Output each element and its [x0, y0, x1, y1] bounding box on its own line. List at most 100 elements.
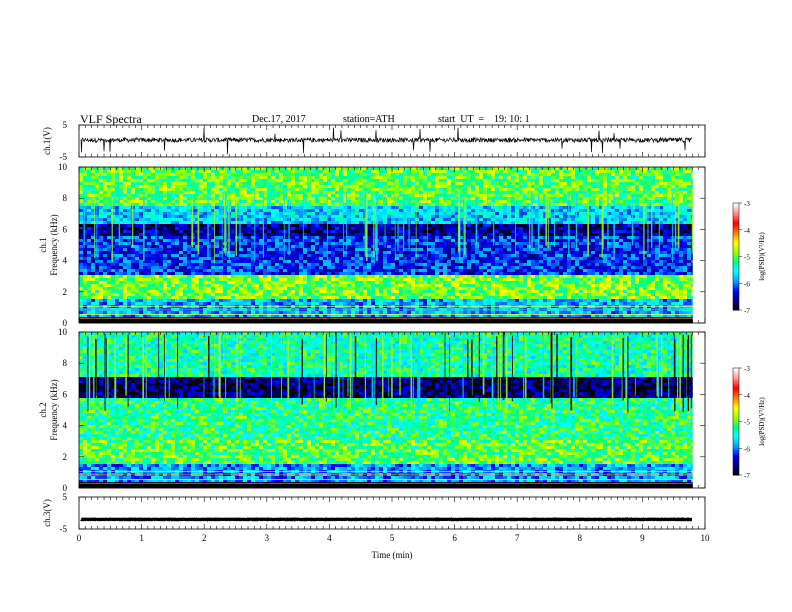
spectrogram-cell	[351, 245, 356, 249]
spectrogram-cell	[259, 215, 264, 219]
spectrogram-cell	[235, 218, 240, 222]
spectrogram-cell	[291, 227, 296, 231]
spectrogram-cell	[539, 257, 544, 261]
spectrogram-cell	[79, 170, 84, 174]
spectrogram-cell	[291, 221, 296, 225]
spectrogram-cell	[639, 248, 644, 252]
spectrogram-cell	[547, 200, 552, 204]
spectrogram-cell	[503, 197, 508, 201]
spectrogram-cell	[403, 236, 408, 240]
spectrogram-cell	[383, 173, 388, 177]
spectrogram-cell	[235, 176, 240, 180]
spectrogram-cell	[559, 230, 564, 234]
spectrogram-cell	[111, 254, 116, 258]
spectrogram-cell	[347, 248, 352, 252]
spectrogram-cell	[151, 194, 156, 198]
spectrogram-cell	[271, 197, 276, 201]
spectrogram-cell	[391, 227, 396, 231]
spectrogram-cell	[163, 248, 168, 252]
spectrogram-cell	[691, 257, 693, 261]
spectrogram-cell	[431, 242, 436, 246]
spectrogram-cell	[303, 179, 308, 183]
spectrogram-cell	[659, 218, 664, 222]
spectrogram-cell	[311, 173, 316, 177]
spectrogram-cell	[407, 176, 412, 180]
spectrogram-cell	[315, 185, 320, 189]
spectrogram-cell	[359, 227, 364, 231]
spectrogram-cell	[687, 218, 692, 222]
spectrogram-cell	[295, 176, 300, 180]
spectrogram-cell	[607, 191, 612, 195]
spectrogram-cell	[479, 167, 484, 171]
spectrogram-cell	[559, 197, 564, 201]
spectrogram-cell	[639, 197, 644, 201]
spectrogram-cell	[395, 224, 400, 228]
spectrogram-cell	[219, 191, 224, 195]
spectrogram-cell	[371, 248, 376, 252]
spectrogram-cell	[503, 200, 508, 204]
spectrogram-cell	[483, 188, 488, 192]
spectrogram-cell	[135, 200, 140, 204]
spectrogram-cell	[539, 182, 544, 186]
spectrogram-cell	[523, 215, 528, 219]
spectrogram-cell	[459, 185, 464, 189]
spectrogram-cell	[623, 254, 628, 258]
spectrogram-cell	[535, 239, 540, 243]
spectrogram-cell	[83, 209, 88, 213]
spectrogram-cell	[135, 167, 140, 171]
spectrogram-cell	[319, 257, 324, 261]
spectrogram-cell	[639, 233, 644, 237]
spectrogram-cell	[491, 245, 496, 249]
spectrogram-cell	[347, 167, 352, 171]
spectrogram-cell	[131, 176, 136, 180]
spectrogram-cell	[167, 245, 172, 249]
spectrogram-cell	[215, 179, 220, 183]
spectrogram-cell	[379, 209, 384, 213]
spectrogram-cell	[443, 194, 448, 198]
spectrogram-cell	[423, 224, 428, 228]
spectrogram-cell	[179, 188, 184, 192]
spectrogram-cell	[439, 245, 444, 249]
spectrogram-cell	[535, 173, 540, 177]
spectrogram-cell	[487, 212, 492, 216]
spectrogram-cell	[91, 167, 96, 171]
spectrogram-cell	[83, 191, 88, 195]
spectrogram-cell	[215, 197, 220, 201]
spectrogram-cell	[611, 236, 616, 240]
spectrogram-cell	[643, 218, 648, 222]
spectrogram-cell	[539, 212, 544, 216]
spectrogram-cell	[95, 233, 100, 237]
spectrogram-cell	[395, 227, 400, 231]
spectrogram-cell	[559, 176, 564, 180]
spectrogram-cell	[271, 236, 276, 240]
spectrogram-cell	[623, 221, 628, 225]
spectrogram-cell	[435, 215, 440, 219]
spectrogram-cell	[499, 239, 504, 243]
spectrogram-cell	[315, 215, 320, 219]
spectrogram-cell	[691, 251, 693, 255]
spectrogram-cell	[555, 257, 560, 261]
spectrogram-cell	[659, 209, 664, 213]
spectrogram-cell	[503, 188, 508, 192]
spectrogram-cell	[607, 251, 612, 255]
spectrogram-cell	[215, 188, 220, 192]
spectrogram-cell	[279, 185, 284, 189]
spectrogram-cell	[419, 185, 424, 189]
spectrogram-cell	[307, 209, 312, 213]
spectrogram-cell	[103, 236, 108, 240]
spectrogram-cell	[335, 200, 340, 204]
spectrogram-cell	[667, 188, 672, 192]
spectrogram-cell	[291, 167, 296, 171]
spectrogram-cell	[151, 179, 156, 183]
spectrogram-cell	[591, 206, 596, 210]
spectrogram-cell	[323, 173, 328, 177]
spectrogram-cell	[379, 230, 384, 234]
spectrogram-cell	[571, 251, 576, 255]
spectrogram-cell	[327, 254, 332, 258]
spectrogram-cell	[663, 221, 668, 225]
spectrogram-cell	[503, 167, 508, 171]
spectrogram-cell	[279, 236, 284, 240]
spectrogram-cell	[415, 176, 420, 180]
spectrogram-cell	[543, 224, 548, 228]
spectrogram-cell	[251, 206, 256, 210]
